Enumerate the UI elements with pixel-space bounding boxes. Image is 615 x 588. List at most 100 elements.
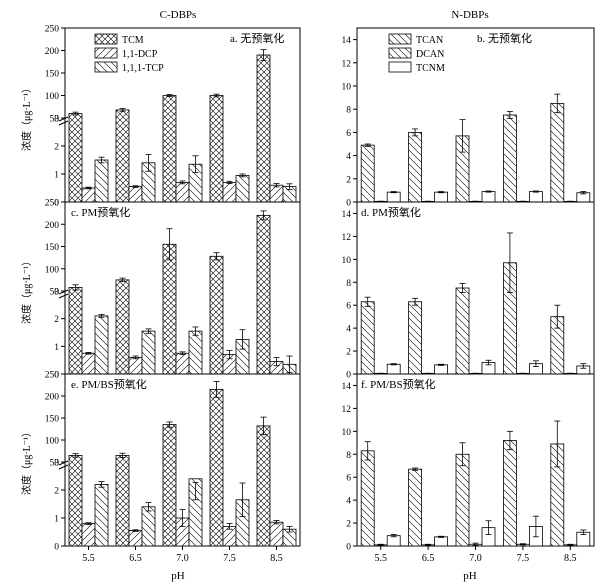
bar-tcan-7_5 — [502, 440, 517, 547]
y-tick-label: 150 — [45, 243, 60, 253]
bar-1-1-dcp-5_5 — [81, 523, 96, 547]
panel-title: d. PM预氧化 — [361, 205, 421, 219]
panel-f: 0 2 4 6 8 10 12 14 5.5 6.5 7.0 7.5 8.5 f. PM/BS预氧化 — [342, 373, 595, 564]
legend-label: DCAN — [416, 49, 444, 60]
bar-1-1-1-tcp-5_5 — [94, 159, 109, 203]
bar-1-1-dcp-6_5 — [128, 530, 143, 547]
bar-tcm-8_5 — [256, 54, 271, 203]
ylabel-left-mid: 浓度（μg·L⁻¹） — [20, 256, 33, 324]
bar-tcan-5_5 — [360, 450, 375, 547]
panel-title: e. PM/BS预氧化 — [71, 377, 147, 391]
y-tick-label: 0 — [54, 371, 59, 381]
legend-label: TCNM — [416, 63, 445, 74]
bar-tcan-6_5 — [408, 131, 423, 203]
y-tick-label: 100 — [45, 92, 60, 102]
y-tick-label: 12 — [342, 233, 352, 243]
y-tick-label: 8 — [346, 106, 351, 116]
y-tick-label: 4 — [346, 152, 351, 162]
y-tick-label: 2 — [346, 348, 351, 358]
legend-label: 1,1,1-TCP — [122, 63, 164, 74]
y-tick-label: 250 — [45, 199, 60, 209]
bar-1-1-dcp-7_5 — [222, 181, 237, 203]
y-tick-label: 8 — [346, 279, 351, 289]
x-tick-label: 7.0 — [176, 553, 189, 564]
bar-tcan-5_5 — [360, 144, 375, 203]
bar-1-1-1-tcp-7_0 — [188, 330, 203, 375]
y-tick-label: 150 — [45, 70, 60, 80]
panel-e: 0 1 2 350 100 150 200 250 5.5 6.5 7.0 7.5 8.5 e. PM/B… — [45, 371, 301, 564]
legend-label: TCM — [122, 35, 144, 46]
x-tick-label: 6.5 — [422, 553, 435, 564]
y-tick-label: 200 — [45, 47, 60, 57]
left-header: C-DBPs — [160, 9, 197, 21]
bar-tcan-7_5 — [502, 114, 517, 203]
y-tick-label: 4 — [346, 497, 351, 507]
x-tick-label: 7.5 — [223, 553, 236, 564]
y-tick-label: 50 — [50, 288, 60, 298]
panel-c: 0 1 2 350 100 150 200 250 c. PM预氧化 — [45, 199, 301, 381]
panel-title: c. PM预氧化 — [71, 205, 130, 219]
legend-swatch — [94, 47, 118, 59]
y-tick-label: 250 — [45, 371, 60, 381]
y-tick-label: 1 — [54, 171, 59, 181]
bar-tcnm-6_5 — [434, 364, 449, 375]
bar-tcnm-5_5 — [386, 363, 401, 375]
legend-label: 1,1-DCP — [122, 49, 158, 60]
panel-b: 0 2 4 6 8 10 12 14 b. 无预氧化 TCAN DCAN TCNM — [342, 27, 595, 209]
y-tick-label: 3 — [54, 115, 59, 125]
y-tick-label: 1 — [54, 343, 59, 353]
y-tick-label: 150 — [45, 415, 60, 425]
y-tick-label: 4 — [346, 325, 351, 335]
bar-1-1-dcp-7_0 — [175, 352, 190, 375]
y-tick-label: 0 — [54, 543, 59, 553]
y-tick-label: 250 — [45, 25, 60, 35]
bar-1-1-1-tcp-5_5 — [94, 315, 109, 375]
bar-1-1-1-tcp-7_5 — [235, 174, 250, 203]
y-tick-label: 10 — [342, 83, 352, 93]
y-tick-label: 12 — [342, 59, 352, 69]
panel-d: 0 2 4 6 8 10 12 14 d. PM预氧化 — [342, 201, 595, 381]
y-tick-label: 50 — [50, 459, 60, 469]
bar-tcnm-5_5 — [386, 535, 401, 547]
bar-1-1-dcp-8_5 — [269, 184, 284, 203]
x-tick-label: 7.0 — [469, 553, 482, 564]
panel-a: 0 1 2 350 100 150 200 250 a. 无预氧化 TCM 1,1-DCP 1,1,1… — [45, 25, 301, 209]
y-tick-label: 200 — [45, 393, 60, 403]
bar-tcm-5_5 — [68, 113, 83, 203]
bar-tcm-6_5 — [115, 109, 130, 203]
legend-swatch — [388, 33, 412, 45]
y-tick-label: 1 — [54, 515, 59, 525]
y-tick-label: 10 — [342, 428, 352, 438]
bar-tcnm-6_5 — [434, 191, 449, 203]
bar-1-1-dcp-8_5 — [269, 521, 284, 547]
bar-tcan-6_5 — [408, 301, 423, 375]
ylabel-left-top: 浓度（μg·L⁻¹） — [20, 83, 33, 151]
bar-tcnm-7_0 — [481, 191, 496, 203]
y-tick-label: 0 — [54, 199, 59, 209]
bar-1-1-dcp-5_5 — [81, 187, 96, 203]
bar-tcm-8_5 — [256, 425, 271, 547]
y-tick-label: 2 — [346, 175, 351, 185]
bar-1-1-1-tcp-6_5 — [141, 330, 156, 375]
axis-break-mark — [58, 293, 69, 299]
y-tick-label: 50 — [50, 115, 60, 125]
y-tick-label: 0 — [346, 371, 351, 381]
xlabel-left: pH — [171, 570, 185, 582]
y-tick-label: 200 — [45, 221, 60, 231]
bar-tcm-7_5 — [209, 255, 224, 375]
panel-title: f. PM/BS预氧化 — [361, 377, 436, 391]
axis-break-mark — [58, 464, 69, 470]
axis-break-mark — [58, 460, 69, 466]
bar-tcm-5_5 — [68, 454, 83, 547]
y-tick-label: 100 — [45, 265, 60, 275]
panel-title: a. 无预氧化 — [230, 31, 284, 45]
bar-1-1-dcp-5_5 — [81, 352, 96, 375]
y-tick-label: 14 — [342, 36, 352, 46]
y-tick-label: 2 — [54, 315, 59, 325]
x-tick-label: 6.5 — [129, 553, 142, 564]
bar-tcm-7_0 — [162, 424, 177, 547]
bar-tcan-7_0 — [455, 453, 470, 547]
bar-tcan-8_5 — [550, 103, 565, 203]
